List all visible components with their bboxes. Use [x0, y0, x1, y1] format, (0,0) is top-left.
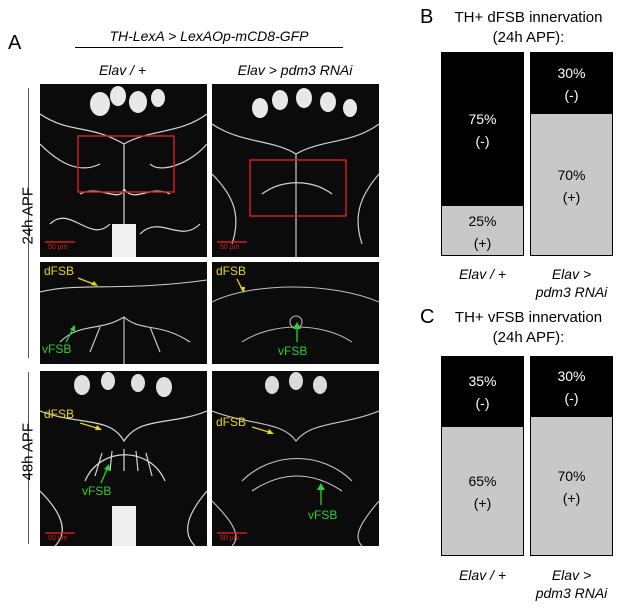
- data-label-percent: 70%: [557, 468, 586, 484]
- data-label-series: (+): [562, 188, 581, 205]
- micrograph-24h-rnai: 50 µm: [212, 84, 379, 257]
- panel-c-title-line1: TH+ vFSB innervation: [454, 309, 603, 326]
- label-dfsb: dFSB: [44, 407, 75, 421]
- chart-0-bar-0-segment-0: 75% (-): [442, 53, 523, 206]
- chart-c: 35% (-) 65% (+) 30% (-) 70% (+): [441, 356, 613, 556]
- chart-b-cat-0: Elav / +: [458, 266, 507, 282]
- chart-c-cat-1: Elav > pdm3 RNAi: [535, 567, 608, 601]
- data-label-percent: 30%: [557, 64, 586, 81]
- data-label-series: (-): [475, 132, 490, 149]
- micrograph-48h-rnai: dFSB vFSB 50 µm: [212, 371, 379, 546]
- chart-1-bar-1-label-1: 70% (+): [531, 465, 612, 509]
- data-label-percent: 65%: [468, 473, 497, 489]
- data-label-percent: 30%: [557, 368, 586, 384]
- roi-box: [77, 135, 175, 193]
- scale-bar-label: 50 µm: [220, 244, 240, 251]
- panel-b-title-line2: (24h APF):: [492, 29, 565, 46]
- label-vfsb: vFSB: [42, 342, 72, 356]
- roi-box: [249, 159, 347, 217]
- row-label-24h: 24h APF: [19, 186, 37, 245]
- chart-0-bar-1: 30% (-) 70% (+): [530, 52, 613, 256]
- panel-c-title-line2: (24h APF):: [492, 329, 565, 346]
- title-underline: [75, 47, 343, 48]
- chart-1-bar-1: 30% (-) 70% (+): [530, 356, 613, 556]
- row-bracket-24h: [28, 88, 29, 358]
- chart-b-cat-1: Elav > pdm3 RNAi: [535, 266, 608, 300]
- panel-a-title: TH-LexA > LexAOp-mCD8-GFP: [109, 28, 309, 44]
- chart-1-bar-1-segment-0: 30% (-): [531, 357, 612, 417]
- chart-0-bar-1-label-0: 30% (-): [531, 62, 612, 106]
- chart-0-bar-0: 75% (-) 25% (+): [441, 52, 524, 256]
- chart-0-bar-1-segment-0: 30% (-): [531, 53, 612, 115]
- chart-1-bar-1-segment-1: 70% (+): [531, 417, 612, 555]
- panel-a-letter: A: [8, 32, 22, 54]
- chart-0-bar-1-segment-1: 70% (+): [531, 114, 612, 255]
- chart-1-bar-0-segment-1: 65% (+): [442, 427, 523, 555]
- micrograph-48h-control: dFSB vFSB 50 µm: [40, 371, 207, 546]
- label-dfsb: dFSB: [216, 415, 247, 429]
- label-dfsb: dFSB: [44, 264, 75, 278]
- data-label-series: (+): [473, 234, 492, 251]
- scale-bar-label: 50 µm: [48, 244, 68, 251]
- panel-b-title-line1: TH+ dFSB innervation: [454, 9, 603, 26]
- scale-bar-label: 50 µm: [48, 535, 68, 542]
- col-label-control: Elav / +: [98, 62, 147, 78]
- data-label-percent: 35%: [468, 373, 497, 389]
- chart-0-bar-0-label-1: 25% (+): [442, 210, 523, 254]
- data-label-percent: 70%: [557, 166, 586, 183]
- chart-b: 75% (-) 25% (+) 30% (-) 70% (+): [441, 52, 613, 256]
- data-label-percent: 25%: [468, 212, 497, 229]
- micrograph-24h-control: 50 µm: [40, 84, 207, 257]
- chart-1-bar-0-segment-0: 35% (-): [442, 357, 523, 427]
- chart-0-bar-0-label-0: 75% (-): [442, 108, 523, 152]
- chart-c-cat-0: Elav / +: [458, 567, 507, 583]
- panel-b-letter: B: [420, 6, 434, 28]
- data-label-series: (+): [473, 495, 492, 511]
- data-label-series: (+): [562, 490, 581, 506]
- micrograph-zoom-control: dFSB vFSB: [40, 262, 207, 364]
- chart-1-bar-0: 35% (-) 65% (+): [441, 356, 524, 556]
- data-label-percent: 75%: [468, 110, 497, 127]
- data-label-series: (-): [475, 395, 490, 411]
- label-vfsb: vFSB: [82, 484, 112, 498]
- label-vfsb: vFSB: [308, 508, 338, 522]
- chart-1-bar-0-label-0: 35% (-): [442, 370, 523, 414]
- chart-0-bar-1-label-1: 70% (+): [531, 164, 612, 208]
- label-vfsb: vFSB: [278, 344, 308, 358]
- data-label-series: (-): [564, 86, 579, 103]
- row-bracket-48h: [28, 372, 29, 544]
- chart-1-bar-0-label-1: 65% (+): [442, 470, 523, 514]
- chart-1-bar-1-label-0: 30% (-): [531, 365, 612, 409]
- panel-b-title: TH+ dFSB innervation (24h APF):: [440, 8, 617, 48]
- chart-0-bar-0-segment-1: 25% (+): [442, 206, 523, 255]
- row-label-48h: 48h APF: [19, 422, 37, 481]
- scale-bar-label: 50 µm: [220, 535, 240, 542]
- panel-c-letter: C: [420, 306, 435, 328]
- col-label-rnai: Elav > pdm3 RNAi: [237, 62, 353, 78]
- label-dfsb: dFSB: [216, 264, 247, 278]
- data-label-series: (-): [564, 390, 579, 406]
- panel-c-title: TH+ vFSB innervation (24h APF):: [440, 308, 617, 348]
- micrograph-zoom-rnai: dFSB vFSB: [212, 262, 379, 364]
